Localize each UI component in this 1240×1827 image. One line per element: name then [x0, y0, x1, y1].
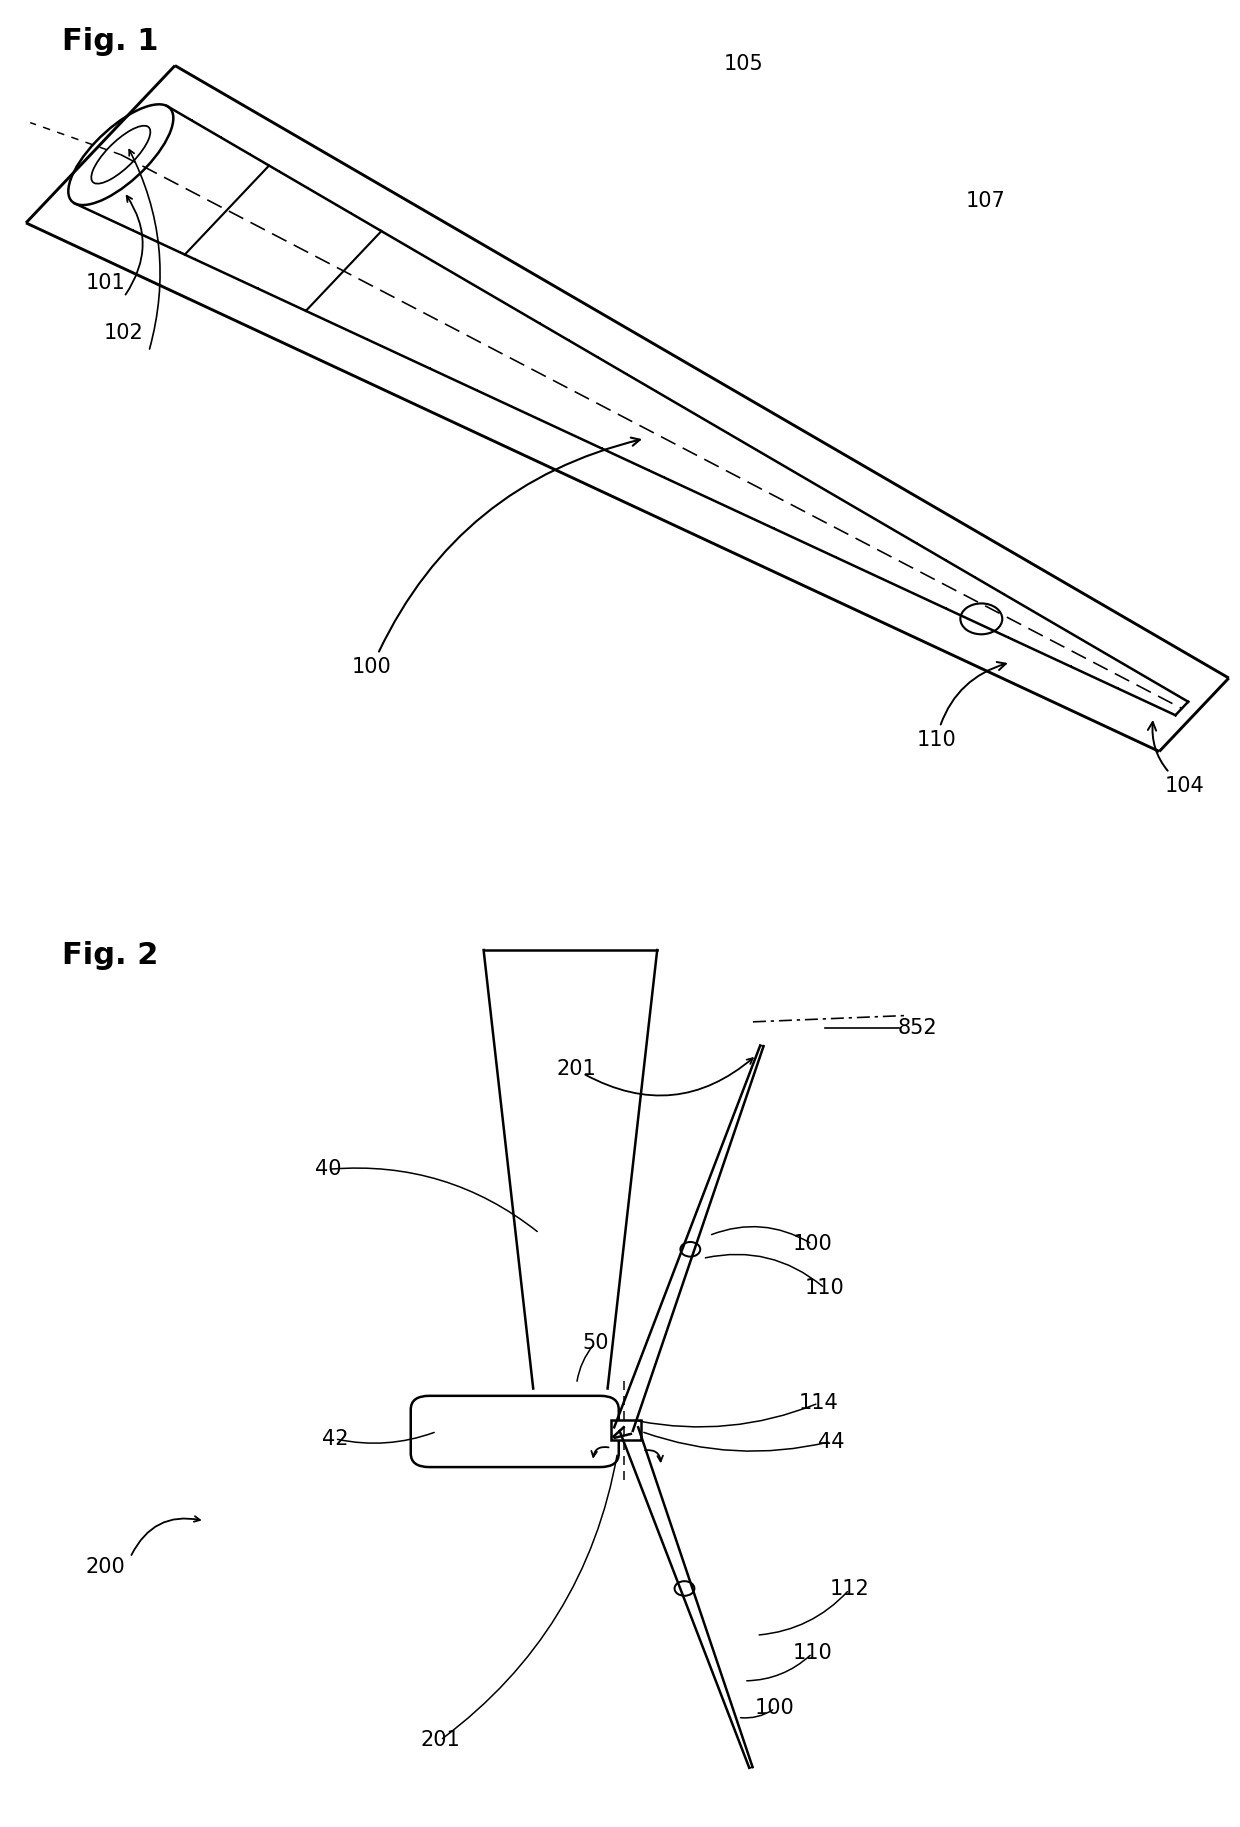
Text: 110: 110: [805, 1279, 844, 1297]
Text: 200: 200: [86, 1557, 125, 1577]
Text: 100: 100: [755, 1699, 795, 1717]
Text: 107: 107: [966, 192, 1006, 210]
Text: 102: 102: [104, 323, 144, 343]
Text: 101: 101: [86, 274, 125, 292]
Text: 104: 104: [1148, 722, 1204, 795]
Text: 50: 50: [582, 1334, 609, 1352]
Text: 201: 201: [420, 1730, 460, 1750]
Text: Fig. 1: Fig. 1: [62, 27, 159, 57]
Text: 112: 112: [830, 1580, 869, 1599]
Text: 40: 40: [315, 1160, 342, 1178]
Text: 44: 44: [817, 1432, 844, 1451]
Bar: [611, 1420, 641, 1440]
Text: Fig. 2: Fig. 2: [62, 941, 159, 970]
Text: 110: 110: [916, 661, 1006, 749]
Text: 105: 105: [724, 55, 764, 73]
FancyBboxPatch shape: [410, 1396, 619, 1467]
Text: 100: 100: [792, 1235, 832, 1253]
Text: 42: 42: [321, 1429, 348, 1449]
Text: 100: 100: [352, 438, 640, 676]
Text: 852: 852: [898, 1018, 937, 1038]
Text: 114: 114: [799, 1394, 838, 1412]
Text: 110: 110: [792, 1644, 832, 1663]
Text: 201: 201: [557, 1060, 596, 1078]
